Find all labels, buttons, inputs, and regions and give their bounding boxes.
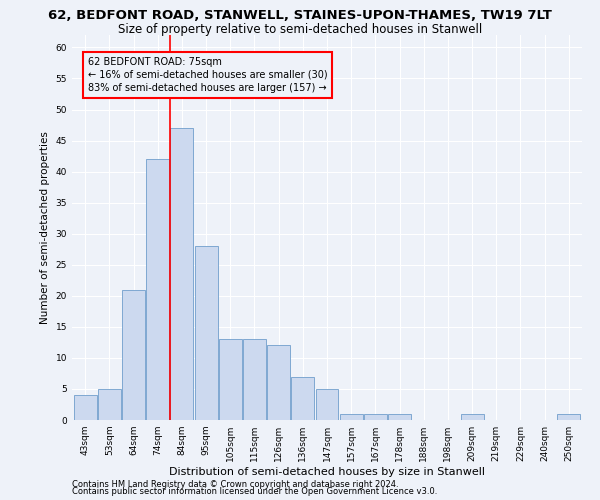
Bar bbox=[122, 290, 145, 420]
Bar bbox=[98, 389, 121, 420]
Text: Contains public sector information licensed under the Open Government Licence v3: Contains public sector information licen… bbox=[72, 487, 437, 496]
Bar bbox=[388, 414, 411, 420]
Text: Size of property relative to semi-detached houses in Stanwell: Size of property relative to semi-detach… bbox=[118, 22, 482, 36]
Bar bbox=[194, 246, 218, 420]
Bar bbox=[340, 414, 362, 420]
Bar bbox=[267, 346, 290, 420]
Bar bbox=[461, 414, 484, 420]
Bar bbox=[557, 414, 580, 420]
Bar bbox=[74, 395, 97, 420]
Bar bbox=[170, 128, 193, 420]
Bar bbox=[146, 159, 169, 420]
Text: Contains HM Land Registry data © Crown copyright and database right 2024.: Contains HM Land Registry data © Crown c… bbox=[72, 480, 398, 489]
Bar bbox=[219, 340, 242, 420]
Bar bbox=[316, 389, 338, 420]
Bar bbox=[243, 340, 266, 420]
Bar bbox=[292, 376, 314, 420]
X-axis label: Distribution of semi-detached houses by size in Stanwell: Distribution of semi-detached houses by … bbox=[169, 467, 485, 477]
Text: 62 BEDFONT ROAD: 75sqm
← 16% of semi-detached houses are smaller (30)
83% of sem: 62 BEDFONT ROAD: 75sqm ← 16% of semi-det… bbox=[88, 56, 328, 93]
Y-axis label: Number of semi-detached properties: Number of semi-detached properties bbox=[40, 131, 50, 324]
Bar bbox=[364, 414, 387, 420]
Text: 62, BEDFONT ROAD, STANWELL, STAINES-UPON-THAMES, TW19 7LT: 62, BEDFONT ROAD, STANWELL, STAINES-UPON… bbox=[48, 9, 552, 22]
